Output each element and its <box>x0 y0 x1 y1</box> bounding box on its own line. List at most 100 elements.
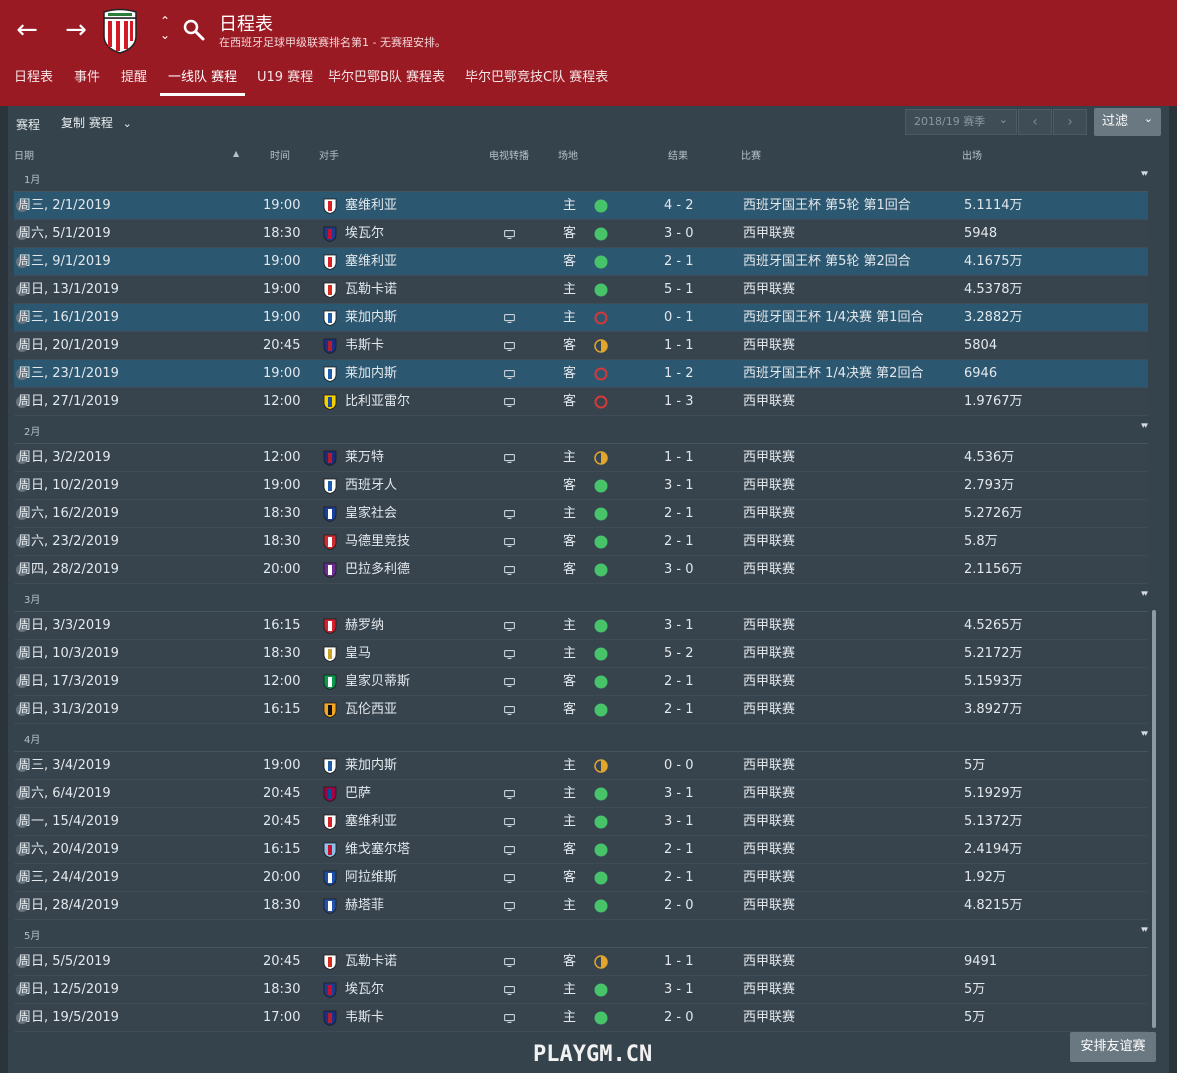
fixture-opponent[interactable]: 维戈塞尔塔 <box>345 842 411 857</box>
fixture-opponent[interactable]: 塞维利亚 <box>345 254 398 269</box>
column-header-result[interactable]: 结果 <box>668 151 688 162</box>
fixture-row[interactable]: 周日, 12/5/2019 18:30 埃瓦尔 主 3 - 1 西甲联赛 5万 <box>14 976 1148 1004</box>
fixture-row[interactable]: 周日, 20/1/2019 20:45 韦斯卡 客 1 - 1 西甲联赛 5804 <box>14 332 1148 360</box>
fixture-opponent[interactable]: 塞维利亚 <box>345 198 398 213</box>
fixture-row[interactable]: 周日, 13/1/2019 19:00 瓦勒卡诺 主 5 - 1 西甲联赛 4.5378万 <box>14 276 1148 304</box>
fixture-competition[interactable]: 西甲联赛 <box>743 618 796 633</box>
leganes-crest-icon[interactable] <box>322 310 338 326</box>
levante-crest-icon[interactable] <box>322 450 338 466</box>
realmadrid-crest-icon[interactable] <box>322 646 338 662</box>
tab-reminders[interactable]: 提醒 <box>121 70 148 85</box>
fixture-opponent[interactable]: 巴拉多利德 <box>345 562 411 577</box>
fixture-competition[interactable]: 西甲联赛 <box>743 506 796 521</box>
fixture-row[interactable]: 周六, 20/4/2019 16:15 维戈塞尔塔 客 2 - 1 西甲联赛 2.4194万 <box>14 836 1148 864</box>
fixture-opponent[interactable]: 比利亚雷尔 <box>345 394 411 409</box>
valencia-crest-icon[interactable] <box>322 702 338 718</box>
fixture-competition[interactable]: 西甲联赛 <box>743 702 796 717</box>
rayo-crest-icon[interactable] <box>322 954 338 970</box>
row-select-checkbox[interactable] <box>16 760 28 772</box>
switch-team-updown-icon[interactable]: ⌃ ⌄ <box>159 14 171 42</box>
fixture-opponent[interactable]: 皇马 <box>345 646 372 661</box>
row-select-checkbox[interactable] <box>16 200 28 212</box>
espanyol-crest-icon[interactable] <box>322 478 338 494</box>
row-select-checkbox[interactable] <box>16 480 28 492</box>
fixture-row[interactable]: 周日, 10/2/2019 19:00 西班牙人 客 3 - 1 西甲联赛 2.793万 <box>14 472 1148 500</box>
fixture-row[interactable]: 周六, 16/2/2019 18:30 皇家社会 主 2 - 1 西甲联赛 5.2726万 <box>14 500 1148 528</box>
atletico-crest-icon[interactable] <box>322 534 338 550</box>
search-icon[interactable] <box>182 18 206 42</box>
fixture-opponent[interactable]: 韦斯卡 <box>345 1010 385 1025</box>
fixture-opponent[interactable]: 莱加内斯 <box>345 758 398 773</box>
fixture-row[interactable]: 周日, 5/5/2019 20:45 瓦勒卡诺 客 1 - 1 西甲联赛 9491 <box>14 948 1148 976</box>
fixture-row[interactable]: 周三, 16/1/2019 19:00 莱加内斯 主 0 - 1 西班牙国王杯 1/4决赛… <box>14 304 1148 332</box>
fixture-row[interactable]: 周三, 3/4/2019 19:00 莱加内斯 主 0 - 0 西甲联赛 5万 <box>14 752 1148 780</box>
tab-b-team-fixtures[interactable]: 毕尔巴鄂B队 赛程表 <box>328 70 446 85</box>
realsociedad-crest-icon[interactable] <box>322 506 338 522</box>
fixture-opponent[interactable]: 西班牙人 <box>345 478 398 493</box>
fixture-opponent[interactable]: 韦斯卡 <box>345 338 385 353</box>
betis-crest-icon[interactable] <box>322 674 338 690</box>
row-select-checkbox[interactable] <box>16 956 28 968</box>
fixture-row[interactable]: 周日, 10/3/2019 18:30 皇马 主 5 - 2 西甲联赛 5.2172万 <box>14 640 1148 668</box>
row-select-checkbox[interactable] <box>16 788 28 800</box>
rayo-crest-icon[interactable] <box>322 282 338 298</box>
sevilla-crest-icon[interactable] <box>322 198 338 214</box>
column-header-attendance[interactable]: 出场 <box>962 151 982 162</box>
row-select-checkbox[interactable] <box>16 228 28 240</box>
fixture-row[interactable]: 周日, 31/3/2019 16:15 瓦伦西亚 客 2 - 1 西甲联赛 3.8927万 <box>14 696 1148 724</box>
collapse-chevron-icon[interactable]: ▾▾ <box>1140 729 1148 739</box>
fixture-competition[interactable]: 西甲联赛 <box>743 758 796 773</box>
row-select-checkbox[interactable] <box>16 900 28 912</box>
fixture-opponent[interactable]: 马德里竞技 <box>345 534 411 549</box>
fixture-competition[interactable]: 西甲联赛 <box>743 394 796 409</box>
fixture-opponent[interactable]: 巴萨 <box>345 786 372 801</box>
fixture-competition[interactable]: 西班牙国王杯 第5轮 第2回合 <box>743 254 911 269</box>
column-header-competition[interactable]: 比赛 <box>741 151 761 162</box>
huesca-crest-icon[interactable] <box>322 338 338 354</box>
fixture-competition[interactable]: 西甲联赛 <box>743 226 796 241</box>
fixture-opponent[interactable]: 瓦勒卡诺 <box>345 954 398 969</box>
fixture-opponent[interactable]: 阿拉维斯 <box>345 870 398 885</box>
row-select-checkbox[interactable] <box>16 452 28 464</box>
fixture-opponent[interactable]: 埃瓦尔 <box>345 226 385 241</box>
fixture-opponent[interactable]: 皇家社会 <box>345 506 398 521</box>
leganes-crest-icon[interactable] <box>322 758 338 774</box>
fixture-competition[interactable]: 西甲联赛 <box>743 534 796 549</box>
fixture-row[interactable]: 周日, 17/3/2019 12:00 皇家贝蒂斯 客 2 - 1 西甲联赛 5.1593万 <box>14 668 1148 696</box>
next-season-button[interactable]: › <box>1053 109 1087 135</box>
row-select-checkbox[interactable] <box>16 676 28 688</box>
fixture-competition[interactable]: 西甲联赛 <box>743 282 796 297</box>
fixture-row[interactable]: 周六, 5/1/2019 18:30 埃瓦尔 客 3 - 0 西甲联赛 5948 <box>14 220 1148 248</box>
fixture-competition[interactable]: 西甲联赛 <box>743 646 796 661</box>
column-header-tv[interactable]: 电视转播 <box>489 151 529 162</box>
arrange-friendly-button[interactable]: 安排友谊赛 <box>1070 1032 1156 1062</box>
fixture-row[interactable]: 周三, 23/1/2019 19:00 莱加内斯 客 1 - 2 西班牙国王杯 1/4决赛… <box>14 360 1148 388</box>
fixture-row[interactable]: 周一, 15/4/2019 20:45 塞维利亚 主 3 - 1 西甲联赛 5.1372万 <box>14 808 1148 836</box>
fixture-row[interactable]: 周日, 3/3/2019 16:15 赫罗纳 主 3 - 1 西甲联赛 4.5265万 <box>14 612 1148 640</box>
fixture-competition[interactable]: 西班牙国王杯 第5轮 第1回合 <box>743 198 911 213</box>
fixture-row[interactable]: 周六, 6/4/2019 20:45 巴萨 主 3 - 1 西甲联赛 5.1929万 <box>14 780 1148 808</box>
collapse-chevron-icon[interactable]: ▾▾ <box>1140 589 1148 599</box>
fixture-row[interactable]: 周日, 3/2/2019 12:00 莱万特 主 1 - 1 西甲联赛 4.536万 <box>14 444 1148 472</box>
fixture-competition[interactable]: 西甲联赛 <box>743 562 796 577</box>
row-select-checkbox[interactable] <box>16 1012 28 1024</box>
prev-season-button[interactable]: ‹ <box>1018 109 1052 135</box>
tab-schedule[interactable]: 日程表 <box>14 70 54 85</box>
row-select-checkbox[interactable] <box>16 284 28 296</box>
row-select-checkbox[interactable] <box>16 816 28 828</box>
fixture-opponent[interactable]: 莱加内斯 <box>345 366 398 381</box>
eibar-crest-icon[interactable] <box>322 982 338 998</box>
column-header-date[interactable]: 日期 <box>14 151 34 162</box>
fixture-row[interactable]: 周日, 19/5/2019 17:00 韦斯卡 主 2 - 0 西甲联赛 5万 <box>14 1004 1148 1032</box>
fixture-row[interactable]: 周三, 2/1/2019 19:00 塞维利亚 主 4 - 2 西班牙国王杯 第5轮 第1… <box>14 192 1148 220</box>
row-select-checkbox[interactable] <box>16 984 28 996</box>
row-select-checkbox[interactable] <box>16 396 28 408</box>
row-select-checkbox[interactable] <box>16 508 28 520</box>
tab-first-team-fixtures[interactable]: 一线队 赛程 <box>160 64 246 96</box>
fixture-competition[interactable]: 西甲联赛 <box>743 842 796 857</box>
collapse-chevron-icon[interactable]: ▾▾ <box>1140 169 1148 179</box>
eibar-crest-icon[interactable] <box>322 226 338 242</box>
celta-crest-icon[interactable] <box>322 842 338 858</box>
fixture-competition[interactable]: 西甲联赛 <box>743 674 796 689</box>
fixture-competition[interactable]: 西甲联赛 <box>743 954 796 969</box>
